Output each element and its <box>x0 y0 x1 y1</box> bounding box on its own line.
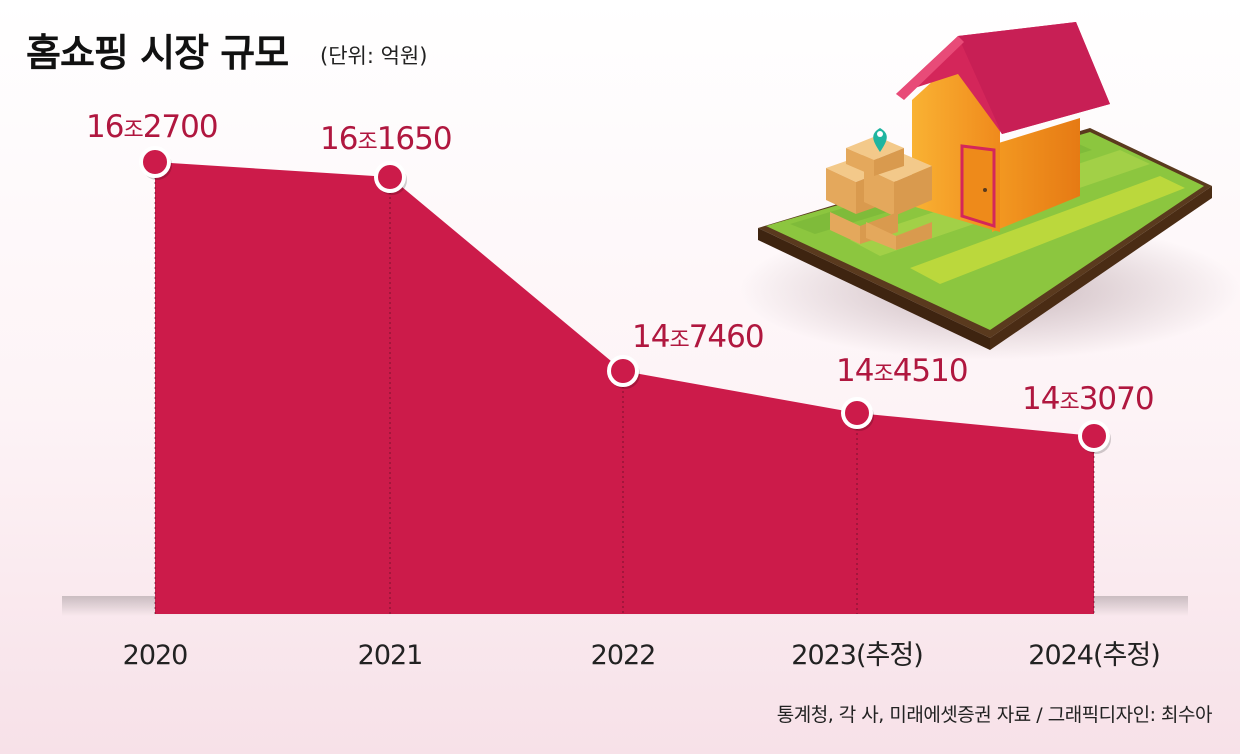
value-label-0: 16조2700 <box>86 109 218 145</box>
value-label-unit: 조 <box>1059 390 1079 415</box>
x-tick-label-1: 2021 <box>358 640 423 671</box>
value-label-major: 16 <box>86 109 123 145</box>
x-tick-label-4: 2024(추정) <box>1028 640 1159 671</box>
value-label-4: 14조3070 <box>1022 381 1154 417</box>
value-label-minor: 1650 <box>377 121 452 157</box>
chart-title: 홈쇼핑 시장 규모 <box>26 31 289 75</box>
value-label-2: 14조7460 <box>632 319 764 355</box>
x-tick-label-3: 2023(추정) <box>791 640 922 671</box>
value-label-minor: 2700 <box>143 109 218 145</box>
value-label-unit: 조 <box>123 118 143 143</box>
value-label-major: 14 <box>1022 381 1059 417</box>
value-label-major: 14 <box>836 353 873 389</box>
value-label-major: 14 <box>632 319 669 355</box>
data-point-2 <box>607 355 639 387</box>
source-note: 통계청, 각 사, 미래에셋증권 자료 / 그래픽디자인: 최수아 <box>776 704 1213 726</box>
data-point-4 <box>1078 420 1110 452</box>
location-pin-icon <box>873 128 887 152</box>
area-series <box>155 162 1094 614</box>
value-label-unit: 조 <box>669 328 689 353</box>
parcel-boxes <box>826 136 932 250</box>
data-point-1 <box>374 161 406 193</box>
data-point-3 <box>841 397 873 429</box>
unit-label: (단위: 억원) <box>320 44 428 68</box>
x-tick-label-0: 2020 <box>123 640 188 671</box>
value-label-unit: 조 <box>873 362 893 387</box>
value-label-1: 16조1650 <box>320 121 452 157</box>
value-label-major: 16 <box>320 121 357 157</box>
value-label-3: 14조4510 <box>836 353 968 389</box>
value-label-unit: 조 <box>357 130 377 155</box>
house-with-parcels-icon <box>740 22 1240 360</box>
value-label-minor: 7460 <box>689 319 764 355</box>
x-tick-label-2: 2022 <box>591 640 656 671</box>
value-label-minor: 4510 <box>893 353 968 389</box>
value-label-minor: 3070 <box>1079 381 1154 417</box>
data-point-0 <box>139 146 171 178</box>
